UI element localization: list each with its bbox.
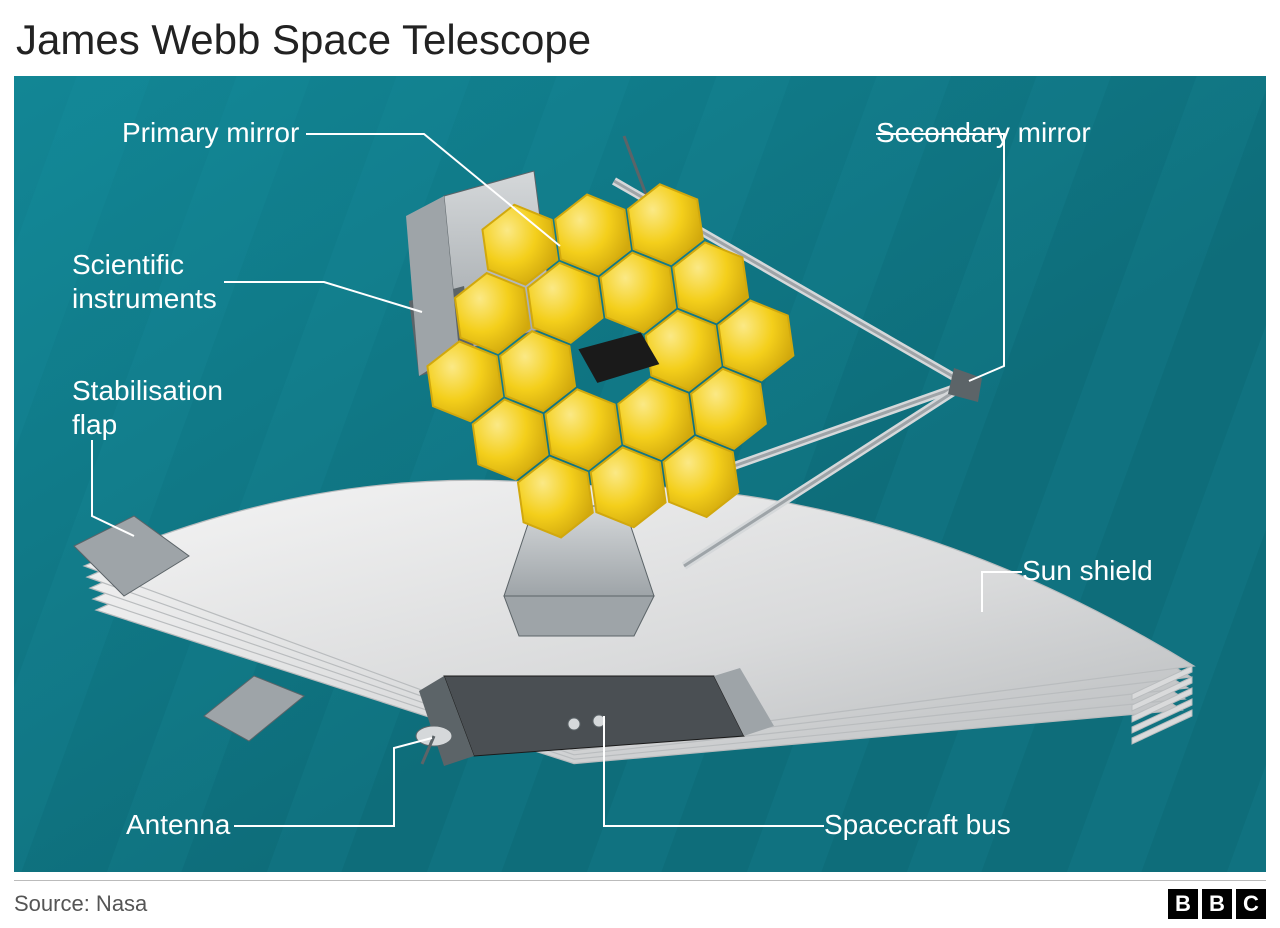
leader-primary-mirror bbox=[306, 134, 560, 246]
label-primary-mirror: Primary mirror bbox=[122, 116, 299, 150]
label-sun-shield: Sun shield bbox=[1022, 554, 1153, 588]
leader-stabilisation-flap bbox=[92, 440, 134, 536]
leader-lines-svg bbox=[14, 76, 1266, 872]
source-text: Source: Nasa bbox=[14, 891, 147, 917]
label-stabilisation-flap: Stabilisation flap bbox=[72, 374, 223, 441]
leader-spacecraft-bus bbox=[604, 716, 824, 826]
label-secondary-mirror: Secondary mirror bbox=[876, 116, 1091, 150]
infographic-container: James Webb Space Telescope Primary mirro… bbox=[0, 0, 1280, 928]
leader-scientific-instruments bbox=[224, 282, 422, 312]
footer: Source: Nasa BBC bbox=[14, 880, 1266, 919]
bbc-logo-letter: B bbox=[1202, 889, 1232, 919]
leader-sun-shield bbox=[982, 572, 1022, 612]
page-title: James Webb Space Telescope bbox=[16, 16, 1266, 64]
label-antenna: Antenna bbox=[126, 808, 230, 842]
bbc-logo-letter: C bbox=[1236, 889, 1266, 919]
bbc-logo: BBC bbox=[1168, 889, 1266, 919]
bbc-logo-letter: B bbox=[1168, 889, 1198, 919]
label-spacecraft-bus: Spacecraft bus bbox=[824, 808, 1011, 842]
label-scientific-instruments: Scientific instruments bbox=[72, 248, 217, 315]
diagram-figure: Primary mirror Secondary mirror Scientific… bbox=[14, 76, 1266, 872]
leader-antenna bbox=[234, 738, 432, 826]
leader-secondary-mirror bbox=[876, 134, 1004, 381]
